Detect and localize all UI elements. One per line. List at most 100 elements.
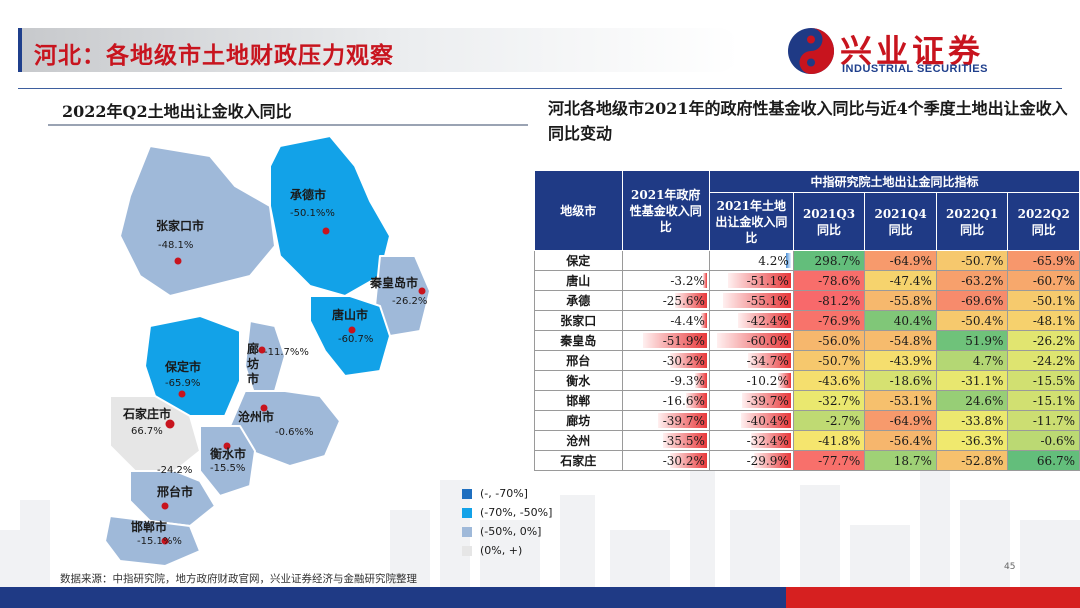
legend-item: (-, -70%] (462, 484, 552, 503)
cell-fund: -51.9% (621, 330, 710, 351)
cell-land-value: -29.9% (746, 453, 789, 468)
th-q1: 2021Q3同比 (792, 192, 866, 251)
map-label-qinhuangdao: 秦皇岛市 (370, 276, 419, 290)
cell-quarter: -31.1% (935, 370, 1009, 391)
cell-city: 唐山 (534, 270, 623, 291)
header-divider (18, 88, 1062, 89)
th-q3: 2022Q1同比 (935, 192, 1009, 251)
cell-quarter: -78.6% (792, 270, 866, 291)
map-region-tangshan (309, 295, 391, 377)
cell-fund-bar (663, 433, 707, 448)
cell-quarter: -55.8% (864, 290, 937, 311)
map-label-baoding: 保定市 (165, 360, 202, 374)
map-label-chengde: 承德市 (290, 188, 327, 202)
cell-land-bar (716, 333, 791, 348)
map-label-tangshan: 唐山市 (332, 308, 369, 322)
cell-land: -32.4% (708, 430, 794, 451)
table-row: 保定 4.2% 298.7% -64.9% -50.7% -65.9% (534, 250, 1080, 271)
cell-quarter: -0.6% (1007, 430, 1080, 451)
cell-fund: -30.2% (621, 450, 710, 471)
cell-fund-bar (686, 393, 707, 408)
cell-land-value: -39.7% (746, 393, 789, 408)
cell-quarter: -26.2% (1007, 330, 1080, 351)
cell-land: -42.4% (708, 310, 794, 331)
map-region-xingtai (129, 470, 216, 527)
cell-quarter: -54.8% (864, 330, 937, 351)
th-fund: 2021年政府性基金收入同比 (621, 170, 710, 251)
table-row: 承德 -25.6% -55.1% -81.2% -55.8% -69.6% -50.1% (534, 290, 1080, 311)
cell-quarter: -32.7% (792, 390, 866, 411)
legend-item: (-50%, 0%] (462, 522, 552, 541)
cell-quarter: -52.8% (935, 450, 1009, 471)
cell-quarter: -65.9% (1007, 250, 1080, 271)
cell-land-value: -40.4% (746, 413, 789, 428)
map-value-handan: -15.1%% (137, 536, 182, 547)
cell-quarter: -53.1% (864, 390, 937, 411)
legend-label: (0%, +) (480, 544, 523, 557)
cell-land-value: -55.1% (746, 293, 789, 308)
map-value-hengshui: -15.5% (210, 463, 246, 474)
cell-fund-value: -35.5% (662, 433, 705, 448)
cell-quarter: -64.9% (864, 410, 937, 431)
table-row: 秦皇岛 -51.9% -60.0% -56.0% -54.8% 51.9% -26.2% (534, 330, 1080, 351)
cell-land-value: -32.4% (746, 433, 789, 448)
table-row: 沧州 -35.5% -32.4% -41.8% -56.4% -36.3% -0.6% (534, 430, 1080, 451)
cell-fund: -25.6% (621, 290, 710, 311)
cell-city: 邯郸 (534, 390, 623, 411)
map-value-shijiazhuang: 66.7% (131, 426, 163, 437)
cell-quarter: -41.8% (792, 430, 866, 451)
footer-bar-red (786, 587, 1080, 608)
table-body: 保定 4.2% 298.7% -64.9% -50.7% -65.9% 唐山 -3.2% -51… (534, 250, 1080, 471)
cell-quarter: -47.4% (864, 270, 937, 291)
legend-swatch (462, 545, 472, 556)
cell-fund-value: -3.2% (670, 273, 705, 288)
table-row: 张家口 -4.4% -42.4% -76.9% 40.4% -50.4% -48.1% (534, 310, 1080, 331)
cell-land-bar (740, 413, 791, 428)
cell-quarter: -15.5% (1007, 370, 1080, 391)
cell-quarter: -81.2% (792, 290, 866, 311)
map-label-handan: 邯郸市 (131, 520, 168, 534)
cell-city: 邢台 (534, 350, 623, 371)
cell-quarter: -48.1% (1007, 310, 1080, 331)
cell-quarter: 24.6% (935, 390, 1009, 411)
cell-quarter: -43.9% (864, 350, 937, 371)
cell-fund: -39.7% (621, 410, 710, 431)
cell-land-value: -42.4% (746, 313, 789, 328)
logo-text-cn: 兴业证券 (840, 32, 985, 70)
legend-label: (-70%, -50%] (480, 506, 553, 519)
th-q2: 2021Q4同比 (864, 192, 937, 251)
page-title: 河北：各地级市土地财政压力观察 (34, 42, 394, 69)
cell-fund-bar (701, 313, 707, 328)
cell-quarter: -2.7% (792, 410, 866, 431)
cell-fund-bar (669, 453, 707, 468)
cell-quarter: 51.9% (935, 330, 1009, 351)
th-city: 地级市 (534, 170, 623, 251)
cell-quarter: -50.4% (935, 310, 1009, 331)
cell-land: -29.9% (708, 450, 794, 471)
cell-quarter: -50.7% (935, 250, 1009, 271)
cell-land: -34.7% (708, 350, 794, 371)
footer-bar-blue (0, 587, 786, 608)
cell-quarter: -64.9% (864, 250, 937, 271)
cell-land-value: -51.1% (746, 273, 789, 288)
cell-quarter: -18.6% (864, 370, 937, 391)
map-region-shijiazhuang (109, 395, 201, 472)
cell-quarter: -50.1% (1007, 290, 1080, 311)
map-value-langfang: -11.7%% (264, 347, 309, 358)
cell-land-value: -10.2% (746, 373, 789, 388)
cell-fund-value: -39.7% (662, 413, 705, 428)
title-accent (18, 28, 22, 72)
cell-land-bar (747, 353, 791, 368)
cell-city: 保定 (534, 250, 623, 271)
map-label-zhangjiakou: 张家口市 (156, 219, 205, 233)
cell-quarter: -36.3% (935, 430, 1009, 451)
cell-land: -55.1% (708, 290, 794, 311)
map-value-qinhuangdao: -26.2% (392, 296, 428, 307)
cell-fund-bar (657, 413, 707, 428)
cell-city: 廊坊 (534, 410, 623, 431)
map-label-cangzhou: 沧州市 (238, 410, 275, 424)
table-row: 衡水 -9.3% -10.2% -43.6% -18.6% -31.1% -15.5% (534, 370, 1080, 391)
cell-fund-bar (669, 353, 707, 368)
table-row: 唐山 -3.2% -51.1% -78.6% -47.4% -63.2% -60.7% (534, 270, 1080, 291)
cell-quarter: 40.4% (864, 310, 937, 331)
